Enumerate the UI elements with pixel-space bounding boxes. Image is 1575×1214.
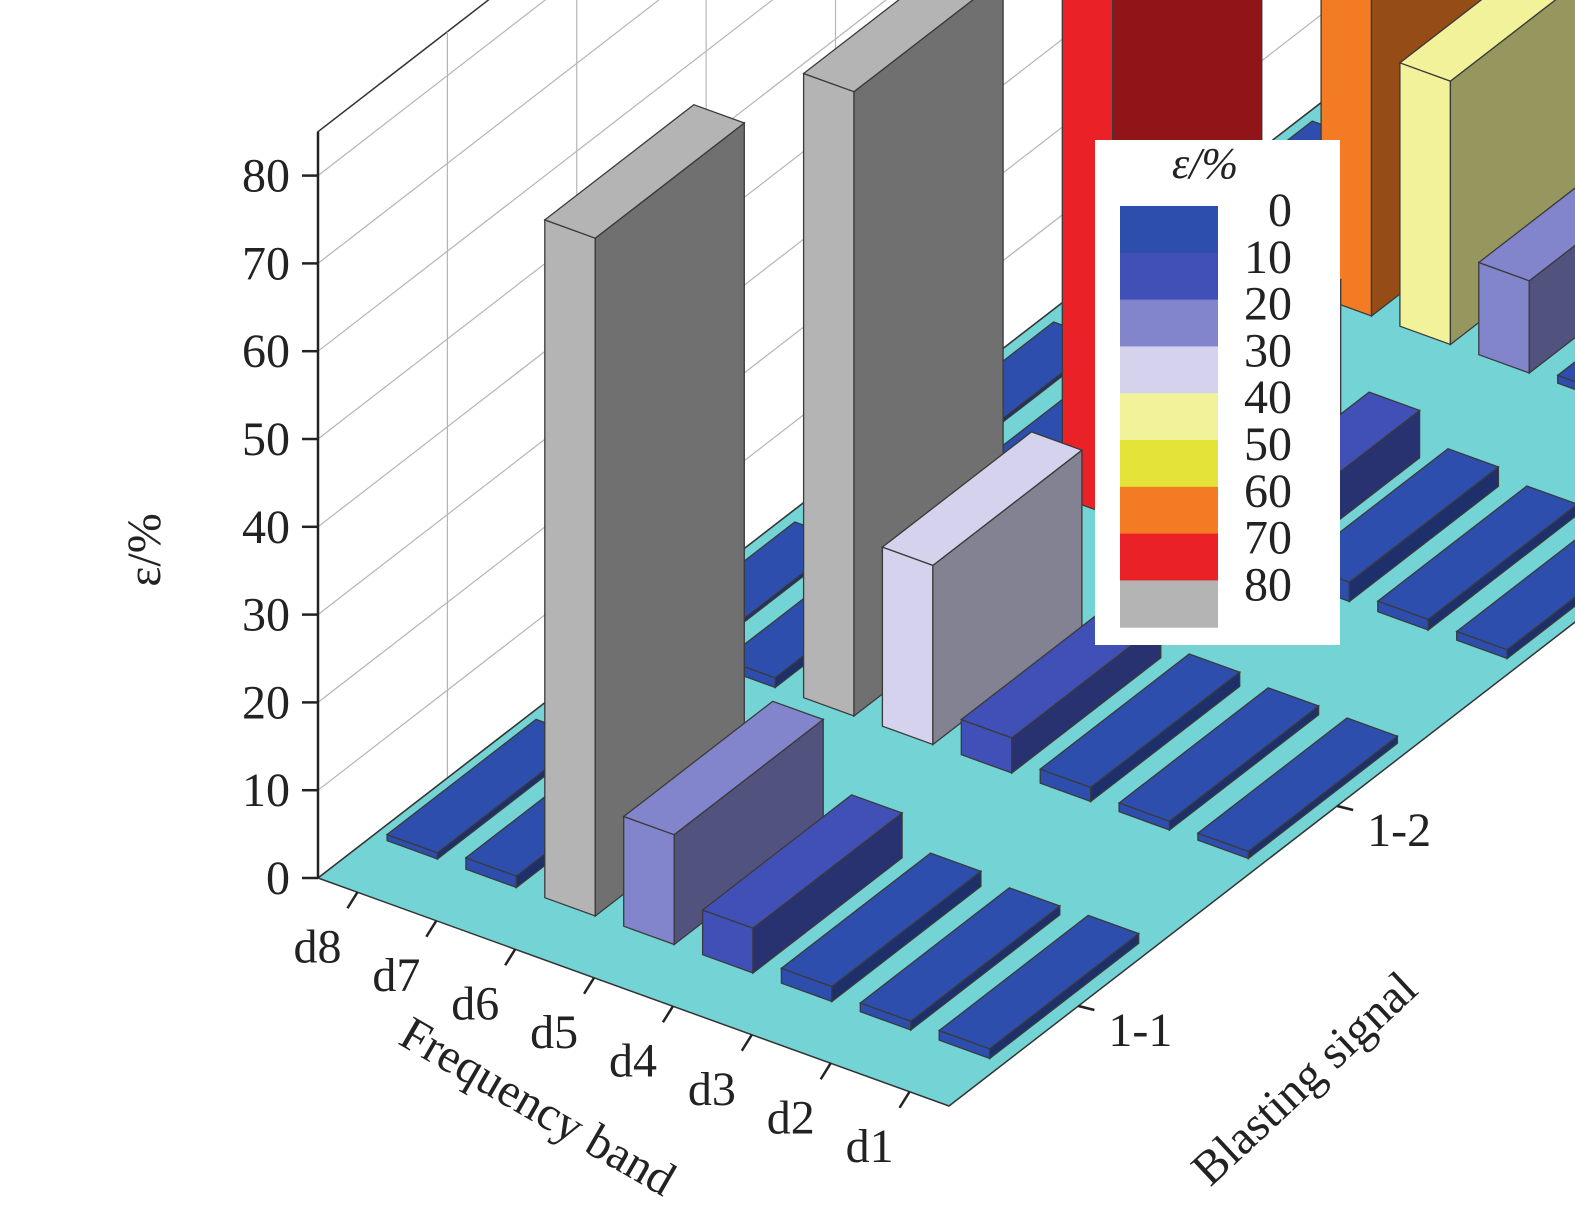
legend-label: 80: [1244, 558, 1292, 611]
legend-swatch: [1120, 299, 1218, 347]
bar-front-face: [1478, 261, 1530, 374]
legend-swatch: [1120, 440, 1218, 488]
bar-top-face: [802, 0, 974, 93]
bar-d1-1-1: [937, 914, 1141, 1060]
bar-front-face: [623, 815, 675, 946]
bar-top-face: [1038, 653, 1242, 789]
bar-d1-1-2: [1196, 717, 1399, 860]
legend-label: 20: [1244, 278, 1292, 331]
x-tick-mark: [425, 920, 438, 938]
bar-d2-1-2: [1117, 687, 1320, 832]
axes-group: 01020304050607080d8d7d6d5d4d3d2d11-11-22…: [242, 131, 1431, 1173]
x-tick-label: d4: [609, 1034, 657, 1087]
bar-top-face: [858, 887, 1062, 1022]
legend-label: 70: [1244, 512, 1292, 565]
legend-label: 10: [1244, 231, 1292, 284]
bar-front-face: [1399, 61, 1452, 346]
bar-front-face: [544, 218, 596, 917]
bar-d2-2-1: [1376, 485, 1575, 632]
legend-swatch: [1120, 580, 1218, 628]
bar-d3-1-1: [780, 852, 983, 1003]
x-tick-mark: [819, 1062, 832, 1080]
bar-top-face: [622, 700, 825, 836]
x-tick-mark: [504, 948, 517, 966]
legend-label: 0: [1268, 184, 1292, 237]
bar-d4-2-2: [1477, 187, 1575, 375]
bar-d2-1-1: [858, 887, 1062, 1032]
legend-swatch: [1120, 533, 1218, 581]
legend-label: 30: [1244, 324, 1292, 377]
bar-front-face: [881, 546, 934, 746]
x-tick-mark: [898, 1091, 911, 1109]
z-tick-label: 50: [242, 413, 290, 466]
z-tick-label: 70: [242, 237, 290, 290]
z-tick-label: 30: [242, 589, 290, 642]
z-axis-title: ε/%: [118, 513, 171, 586]
bar-front-face: [802, 72, 855, 717]
bar-d3-1-2: [1038, 653, 1242, 803]
legend-label: 60: [1244, 465, 1292, 518]
x-tick-label: d2: [767, 1091, 815, 1144]
bar-d4-1-1: [701, 794, 904, 975]
legend-label: 40: [1244, 371, 1292, 424]
z-tick-label: 80: [242, 150, 290, 203]
x-tick-label: d5: [530, 1006, 578, 1059]
legend-swatch: [1120, 206, 1218, 254]
x-tick-label: d3: [688, 1063, 736, 1116]
bar-top-face: [1455, 539, 1575, 651]
y-tick-mark: [1078, 1004, 1095, 1012]
bar-top-face: [1196, 717, 1399, 853]
bar-side-face: [1427, 505, 1575, 632]
bar-side-face: [1506, 596, 1575, 660]
x-tick-label: d6: [451, 977, 499, 1030]
bar-top-face: [937, 914, 1141, 1050]
wall-grid-line: [317, 0, 774, 352]
legend-swatch: [1120, 486, 1218, 535]
x-tick-mark: [740, 1034, 753, 1052]
bar-d1-2-1: [1455, 539, 1575, 660]
bar-d3-2-2: [1556, 361, 1575, 391]
legend-swatch: [1120, 393, 1218, 441]
legend-swatch: [1120, 346, 1218, 394]
bar-top-face: [1477, 187, 1575, 282]
z-tick-label: 0: [266, 852, 290, 905]
bar-top-face: [1117, 687, 1320, 822]
x-tick-mark: [661, 1005, 674, 1023]
y-tick-label: 1-1: [1108, 1004, 1172, 1057]
x-tick-mark: [346, 891, 359, 909]
bar-top-face: [881, 431, 1084, 567]
bar-d6-1-1: [543, 103, 746, 918]
z-tick-label: 20: [242, 676, 290, 729]
z-tick-label: 10: [242, 764, 290, 817]
y-tick-label: 1-2: [1367, 804, 1431, 857]
bar-d5-1-2: [881, 431, 1084, 746]
z-tick-label: 40: [242, 501, 290, 554]
bar-top-face: [543, 103, 746, 239]
bar-top-face: [780, 852, 983, 988]
bar-top-face: [1376, 485, 1575, 621]
y-axis-title: Blasting signal: [1182, 962, 1428, 1196]
bar-side-face: [1528, 244, 1575, 375]
bar-top-face: [1398, 0, 1557, 82]
y-tick-mark: [1336, 804, 1354, 812]
bar-top-face: [701, 794, 904, 929]
x-tick-mark: [583, 977, 596, 995]
z-tick-label: 60: [242, 325, 290, 378]
x-tick-label: d1: [846, 1120, 894, 1173]
legend-swatch: [1120, 252, 1218, 301]
x-tick-label: d7: [372, 949, 420, 1002]
x-tick-label: d8: [293, 920, 341, 973]
legend-title: ε/%: [1172, 139, 1238, 188]
bar-d5-1-1: [622, 700, 825, 946]
legend-label: 50: [1244, 418, 1292, 471]
bar-top-face: [1556, 361, 1575, 383]
bar-front-face: [1557, 374, 1575, 391]
